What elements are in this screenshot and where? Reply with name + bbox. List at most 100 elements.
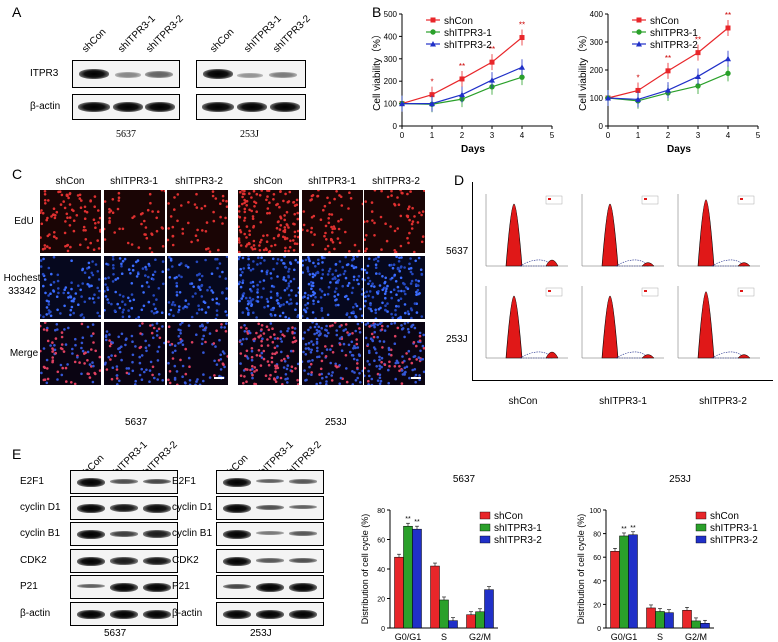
cell-nucleus	[92, 364, 95, 368]
cell-nucleus	[373, 285, 376, 288]
cell-nucleus	[398, 369, 401, 373]
cell-nucleus	[318, 373, 321, 376]
cell-nucleus	[244, 367, 247, 371]
cell-nucleus	[326, 244, 330, 248]
cell-nucleus	[73, 382, 77, 385]
cell-nucleus	[127, 296, 130, 300]
cell-nucleus	[421, 344, 425, 348]
microscopy-image	[167, 190, 228, 253]
cell-nucleus	[327, 372, 331, 376]
cell-nucleus	[294, 367, 297, 370]
cell-nucleus	[265, 297, 269, 301]
protein-band	[110, 504, 138, 513]
cell-nucleus	[146, 208, 150, 212]
x-tick-label: G2/M	[685, 632, 707, 642]
cell-nucleus	[274, 367, 278, 370]
cell-nucleus	[374, 308, 377, 312]
cell-nucleus	[87, 261, 91, 265]
bar	[610, 551, 620, 629]
cell-nucleus	[287, 270, 290, 273]
microscopy-image	[167, 256, 228, 319]
cell-nucleus	[91, 260, 94, 263]
cell-nucleus	[76, 194, 80, 197]
cell-nucleus	[331, 324, 334, 327]
cell-nucleus	[270, 308, 273, 311]
y-tick-label: 400	[384, 32, 398, 41]
cell-nucleus	[200, 342, 204, 346]
cell-nucleus	[256, 263, 259, 266]
cell-nucleus	[316, 349, 319, 353]
protein-band	[77, 557, 105, 566]
cell-nucleus	[83, 362, 86, 365]
cell-nucleus	[241, 202, 244, 206]
cell-nucleus	[406, 236, 409, 240]
cell-nucleus	[211, 194, 215, 198]
cell-nucleus	[111, 198, 115, 201]
cell-nucleus	[395, 293, 398, 296]
cell-nucleus	[368, 325, 371, 328]
cell-nucleus	[311, 359, 314, 362]
cell-nucleus	[289, 298, 292, 301]
cell-nucleus	[321, 273, 325, 276]
cell-nucleus	[406, 310, 410, 313]
cell-nucleus	[333, 295, 336, 298]
cell-nucleus	[66, 363, 69, 366]
cell-nucleus	[280, 258, 283, 262]
cell-nucleus	[248, 242, 251, 246]
y-tick-label: 100	[590, 94, 604, 103]
cell-nucleus	[134, 317, 138, 319]
g2-peak	[737, 262, 751, 267]
cell-nucleus	[40, 236, 42, 239]
row-label: Hochest 33342	[0, 272, 44, 298]
cell-nucleus	[43, 199, 47, 202]
histogram-legend-swatch	[740, 290, 743, 292]
cell-nucleus	[86, 246, 90, 249]
cell-nucleus	[161, 245, 165, 248]
cell-nucleus	[327, 285, 331, 289]
protein-band	[77, 584, 105, 589]
cell-nucleus	[282, 366, 286, 369]
cell-nucleus	[260, 324, 264, 327]
cell-nucleus	[135, 260, 138, 264]
cell-nucleus	[370, 309, 373, 313]
cell-nucleus	[419, 268, 423, 271]
cell-nucleus	[195, 192, 198, 196]
protein-band	[110, 583, 138, 592]
cell-nucleus	[216, 257, 219, 261]
cell-nucleus	[216, 266, 219, 270]
cell-nucleus	[295, 302, 299, 305]
cell-nucleus	[346, 284, 350, 287]
cell-nucleus	[358, 372, 361, 375]
cell-nucleus	[309, 362, 313, 366]
cell-nucleus	[90, 271, 94, 275]
g2-peak	[545, 259, 559, 267]
cell-nucleus	[339, 376, 343, 380]
cell-nucleus	[241, 195, 244, 199]
x-tick-label: 5	[550, 131, 555, 140]
cell-nucleus	[243, 190, 246, 193]
cell-nucleus	[288, 267, 291, 271]
cell-nucleus	[63, 304, 66, 308]
cell-nucleus	[238, 299, 241, 303]
cell-nucleus	[309, 351, 313, 354]
cell-nucleus	[169, 259, 173, 262]
cell-nucleus	[140, 378, 144, 381]
cell-nucleus	[52, 280, 56, 284]
cell-nucleus	[111, 366, 115, 369]
cell-nucleus	[64, 220, 67, 223]
cell-nucleus	[396, 285, 400, 289]
cell-nucleus	[326, 292, 330, 296]
cell-nucleus	[381, 275, 384, 278]
histogram-legend-swatch	[644, 290, 647, 292]
cell-nucleus	[40, 222, 44, 226]
x-tick-label: 1	[430, 131, 435, 140]
row-label: EdU	[14, 216, 34, 227]
cell-nucleus	[320, 326, 323, 330]
cell-nucleus	[55, 323, 59, 326]
cell-nucleus	[238, 257, 240, 261]
cell-nucleus	[147, 275, 150, 279]
cell-nucleus	[416, 288, 420, 292]
cell-nucleus	[144, 274, 147, 277]
cell-nucleus	[360, 268, 363, 271]
cell-nucleus	[239, 190, 242, 194]
